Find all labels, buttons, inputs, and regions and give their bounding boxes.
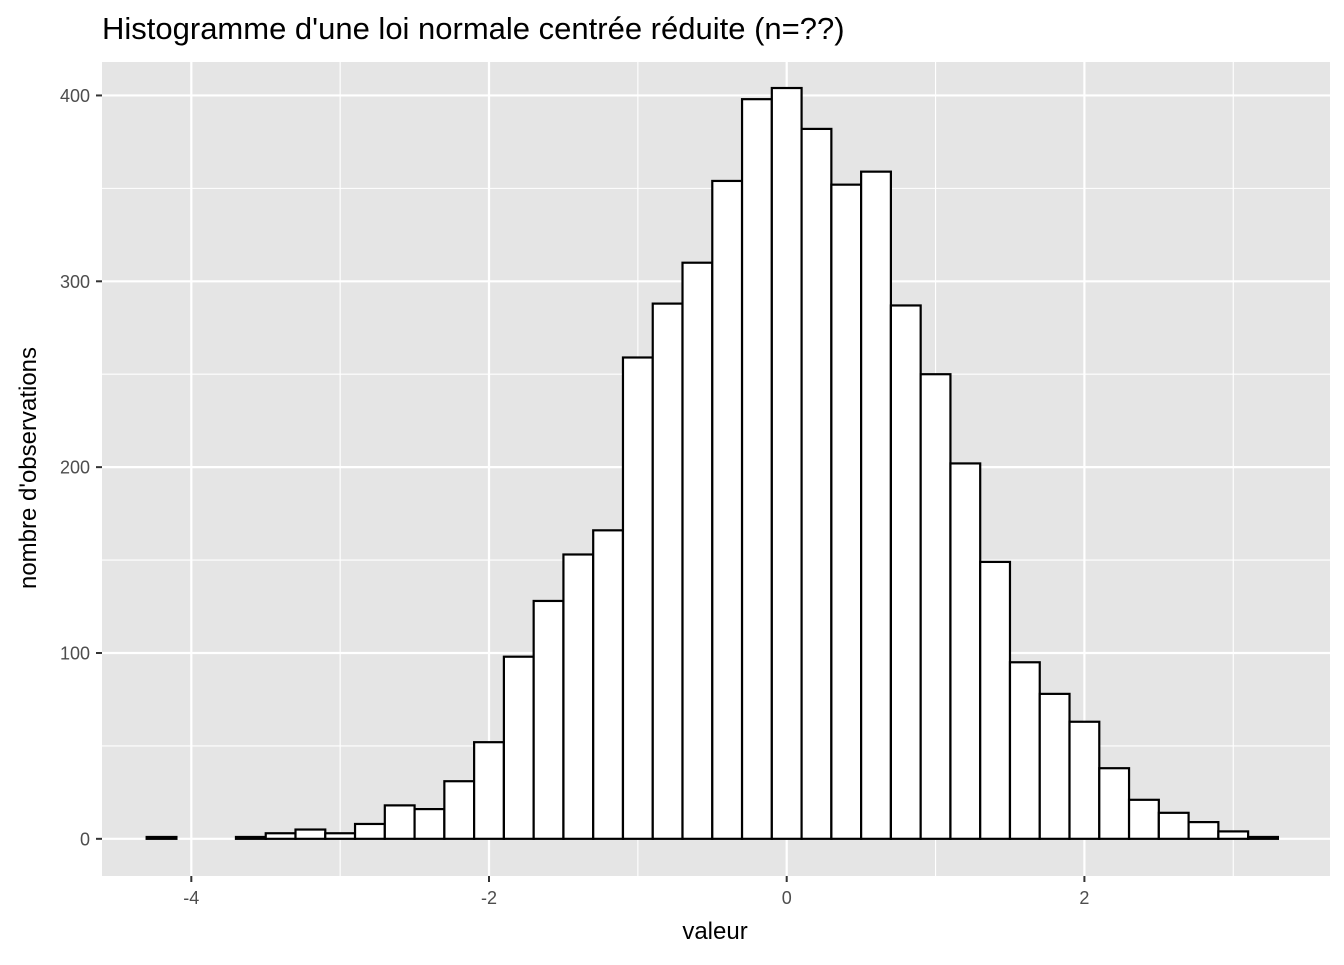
histogram-bar xyxy=(592,529,625,840)
histogram-bar xyxy=(1187,821,1220,840)
y-tick-label: 300 xyxy=(60,272,90,292)
histogram-bar xyxy=(889,304,922,840)
histogram-bar xyxy=(413,807,446,840)
histogram-bar xyxy=(949,462,982,840)
x-tick-label: -4 xyxy=(183,888,199,908)
histogram-bar xyxy=(1157,811,1190,840)
histogram-bar xyxy=(681,261,714,840)
y-tick-label: 0 xyxy=(80,829,90,849)
y-tick-label: 100 xyxy=(60,643,90,663)
y-axis-ticks: 0 100 200 300 400 xyxy=(60,86,102,849)
histogram-bar xyxy=(919,373,952,840)
y-axis-title: nombre d'observations xyxy=(15,347,42,589)
histogram-bar xyxy=(1127,798,1160,840)
y-tick-label: 400 xyxy=(60,86,90,106)
histogram-bar xyxy=(1247,835,1280,840)
histogram-bar xyxy=(443,780,476,840)
histogram-bar xyxy=(145,835,178,840)
histogram-bar xyxy=(353,822,386,840)
x-tick-label: 2 xyxy=(1079,888,1089,908)
histogram-bar xyxy=(502,655,535,840)
histogram-bar xyxy=(740,98,773,840)
histogram-bar xyxy=(294,828,327,840)
x-tick-label: -2 xyxy=(481,888,497,908)
x-tick-label: 0 xyxy=(782,888,792,908)
histogram-bar xyxy=(830,183,863,840)
histogram-bar xyxy=(1038,692,1071,840)
histogram-bar xyxy=(264,832,297,840)
histogram-bar xyxy=(473,741,505,840)
histogram-bars xyxy=(145,86,1280,840)
histogram-bar xyxy=(1008,661,1041,840)
histogram-bar xyxy=(383,804,416,840)
chart-title: Histogramme d'une loi normale centrée ré… xyxy=(102,11,845,46)
histogram-bar xyxy=(711,179,744,840)
histogram-bar xyxy=(1217,830,1250,840)
histogram-bar xyxy=(532,599,565,840)
histogram-bar xyxy=(800,127,833,840)
histogram-bar xyxy=(324,832,357,840)
histogram-bar xyxy=(651,302,684,840)
x-axis-ticks: -4 -2 0 2 xyxy=(183,876,1089,908)
y-tick-label: 200 xyxy=(60,458,90,478)
histogram-bar xyxy=(621,356,654,840)
histogram-bar xyxy=(1068,720,1101,840)
x-axis-title: valeur xyxy=(682,918,747,945)
histogram-bar xyxy=(770,86,803,840)
histogram-bar xyxy=(562,553,595,840)
histogram-bar xyxy=(234,835,267,840)
histogram-bar xyxy=(979,560,1012,840)
histogram-bar xyxy=(1098,767,1131,840)
histogram-bar xyxy=(860,170,892,840)
